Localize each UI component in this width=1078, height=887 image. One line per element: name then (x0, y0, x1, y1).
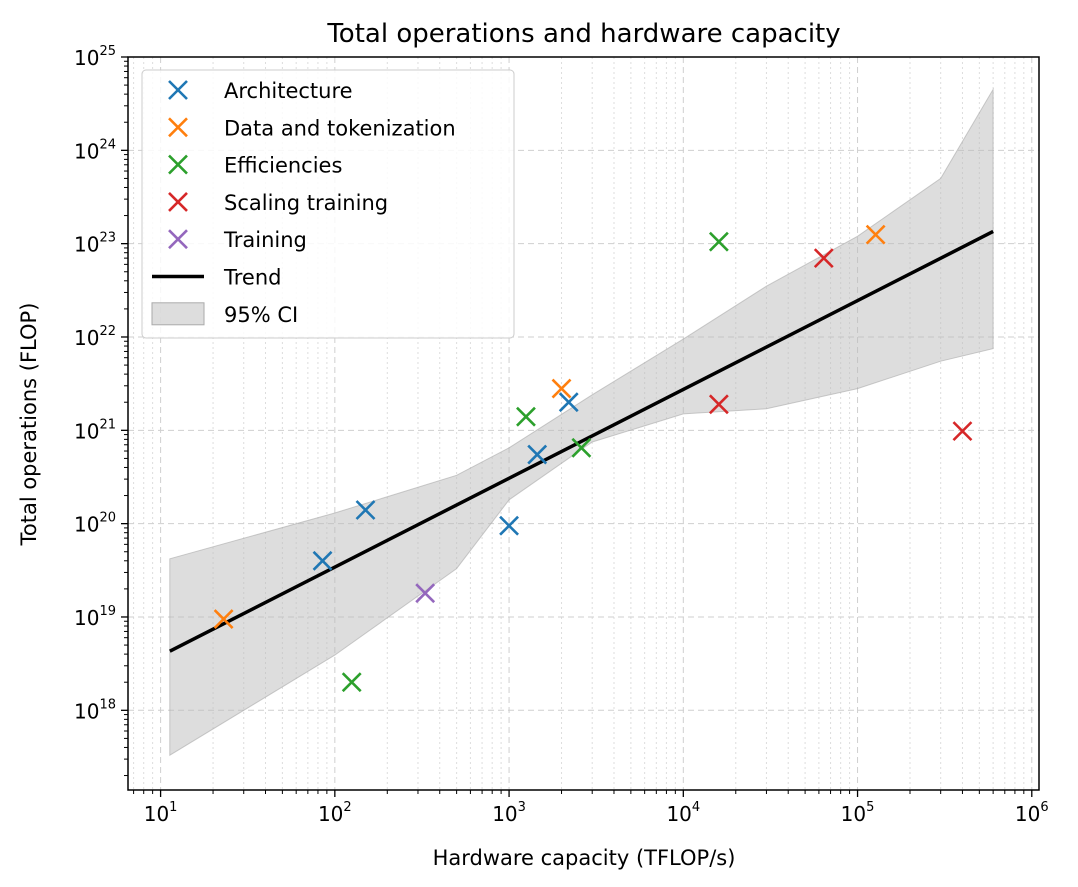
marker-stroke (499, 515, 519, 536)
y-tick-label: 1018 (74, 697, 116, 723)
confidence-band (169, 87, 994, 757)
grid (128, 56, 1039, 790)
y-tick-label: 1023 (74, 231, 116, 257)
legend-ci-swatch (151, 302, 205, 326)
data-point-training (415, 583, 436, 604)
legend-marker-stroke (168, 229, 188, 250)
y-tick-label: 1019 (74, 604, 116, 630)
legend-label-architecture: Architecture (224, 79, 353, 103)
marker-stroke (558, 392, 579, 413)
marker-stroke (415, 583, 436, 604)
legend: Architecture Data and tokenization Efficie… (141, 69, 515, 339)
x-tick-label: 101 (144, 800, 178, 826)
marker-stroke (813, 248, 834, 269)
legend-marker-architecture (168, 80, 188, 100)
ci-band (169, 87, 994, 757)
legend-label-scaling-training: Scaling training (224, 191, 388, 215)
legend-label-efficiencies: Efficiencies (224, 154, 342, 178)
trend-line-group (169, 229, 994, 653)
legend-marker-stroke (168, 80, 188, 100)
data-points (213, 224, 973, 693)
data-point-efficiencies (708, 231, 729, 252)
x-tick-label: 102 (318, 800, 352, 826)
y-tick-label: 1021 (74, 417, 116, 443)
data-point-efficiencies (341, 672, 362, 693)
marker-stroke (527, 444, 548, 465)
marker-stroke (571, 437, 592, 458)
marker-stroke (516, 406, 536, 427)
data-point-architecture (499, 515, 519, 536)
legend-marker-efficiencies (168, 154, 188, 175)
legend-label-trend: Trend (223, 266, 281, 290)
legend-label-ci: 95% CI (224, 303, 298, 327)
x-tick-label: 103 (492, 800, 526, 826)
marker-stroke (708, 231, 729, 252)
data-point-data-and-tokenization (865, 224, 886, 245)
data-point-architecture (527, 444, 548, 465)
y-tick-label: 1025 (74, 44, 116, 70)
y-tick-label: 1022 (74, 324, 116, 350)
data-point-architecture (355, 500, 376, 520)
chart-title: Total operations and hardware capacity (326, 19, 840, 49)
marker-stroke (708, 394, 729, 415)
marker-stroke (551, 378, 572, 399)
legend-label-data-and-tokenization: Data and tokenization (224, 116, 456, 140)
legend-marker-data-and-tokenization (168, 117, 188, 138)
legend-marker-stroke (168, 117, 188, 138)
y-axis-label: Total operations (FLOP) (17, 303, 41, 547)
data-point-architecture (558, 392, 579, 413)
marker-stroke (952, 421, 973, 442)
data-point-data-and-tokenization (213, 609, 234, 629)
legend-marker-training (168, 229, 188, 250)
data-point-scaling-training (708, 394, 729, 415)
data-point-scaling-training (813, 248, 834, 269)
marker-stroke (341, 672, 362, 693)
x-tick-label: 105 (841, 800, 875, 826)
data-point-efficiencies (516, 406, 536, 427)
plot-frame (127, 56, 1040, 791)
data-point-architecture (312, 550, 333, 571)
legend-box (141, 69, 515, 339)
legend-marker-scaling-training (168, 191, 188, 212)
marker-stroke (355, 500, 376, 520)
x-tick-label: 106 (1015, 800, 1049, 826)
legend-label-training: Training (223, 228, 307, 252)
legend-marker-stroke (168, 154, 188, 175)
x-tick-label: 104 (666, 800, 700, 826)
legend-marker-stroke (168, 191, 188, 212)
marker-stroke (865, 224, 886, 245)
data-point-efficiencies (571, 437, 592, 458)
trend-line (169, 229, 994, 653)
y-tick-label: 1020 (74, 511, 116, 537)
data-point-data-and-tokenization (551, 378, 572, 399)
data-point-scaling-training (952, 421, 973, 442)
marker-stroke (213, 609, 234, 629)
x-axis-label: Hardware capacity (TFLOP/s) (433, 846, 736, 870)
marker-stroke (312, 550, 333, 571)
axis-ticks: 101 102 103 104 105 106 1018 1019 1020 1021 1022 10… (74, 44, 1049, 826)
y-tick-label: 1024 (74, 137, 116, 163)
